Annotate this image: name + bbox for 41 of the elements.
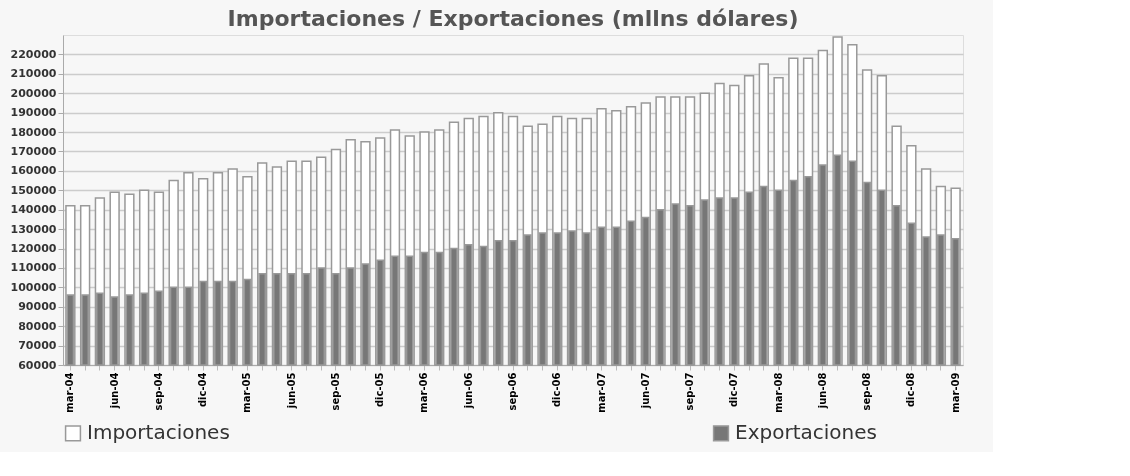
legend-label: Exportaciones	[735, 420, 877, 445]
y-tick-label: 220000	[10, 47, 57, 61]
y-tick-label: 60000	[18, 358, 57, 372]
x-tick-label: sep-05	[329, 372, 341, 411]
x-tick-label: jun-04	[108, 372, 120, 410]
x-tick-label: mar-06	[418, 372, 430, 413]
y-tick-label: 160000	[10, 164, 57, 178]
y-tick-label: 90000	[18, 300, 57, 314]
x-tick-label: dic-05	[374, 372, 386, 408]
chart-title: Importaciones / Exportaciones (mllns dólares)	[227, 6, 799, 31]
x-tick-label: dic-07	[728, 372, 740, 408]
y-tick-label: 180000	[10, 125, 57, 139]
y-tick-label: 80000	[18, 319, 57, 333]
x-tick-label: jun-05	[285, 372, 297, 410]
y-tick-label: 150000	[10, 183, 57, 197]
y-tick-label: 190000	[10, 106, 57, 120]
x-tick-label: jun-06	[462, 372, 474, 410]
y-tick-label: 70000	[18, 339, 57, 353]
y-tick-label: 120000	[10, 242, 57, 256]
x-tick-label: mar-04	[64, 372, 76, 413]
x-tick-label: mar-08	[772, 372, 784, 413]
x-tick-label: sep-04	[152, 372, 164, 411]
x-tick-label: jun-08	[816, 372, 828, 410]
y-tick-label: 170000	[10, 144, 57, 158]
y-tick-label: 100000	[10, 280, 57, 294]
x-tick-label: jun-07	[639, 372, 651, 410]
x-tick-label: mar-09	[949, 372, 961, 413]
y-tick-label: 140000	[10, 203, 57, 217]
x-tick-label: mar-07	[595, 372, 607, 413]
x-tick-label: sep-08	[861, 372, 873, 411]
y-tick-label: 110000	[10, 261, 57, 275]
x-tick-label: dic-04	[197, 372, 209, 408]
y-tick-label: 130000	[10, 222, 57, 236]
x-tick-label: sep-07	[684, 372, 696, 411]
y-tick-label: 200000	[10, 86, 57, 100]
legend-label: Importaciones	[87, 420, 230, 445]
y-tick-label: 210000	[10, 67, 57, 81]
x-tick-label: mar-05	[241, 372, 253, 413]
x-tick-label: sep-06	[507, 372, 518, 411]
x-tick-label: dic-06	[551, 372, 563, 408]
x-tick-label: dic-08	[905, 372, 917, 408]
